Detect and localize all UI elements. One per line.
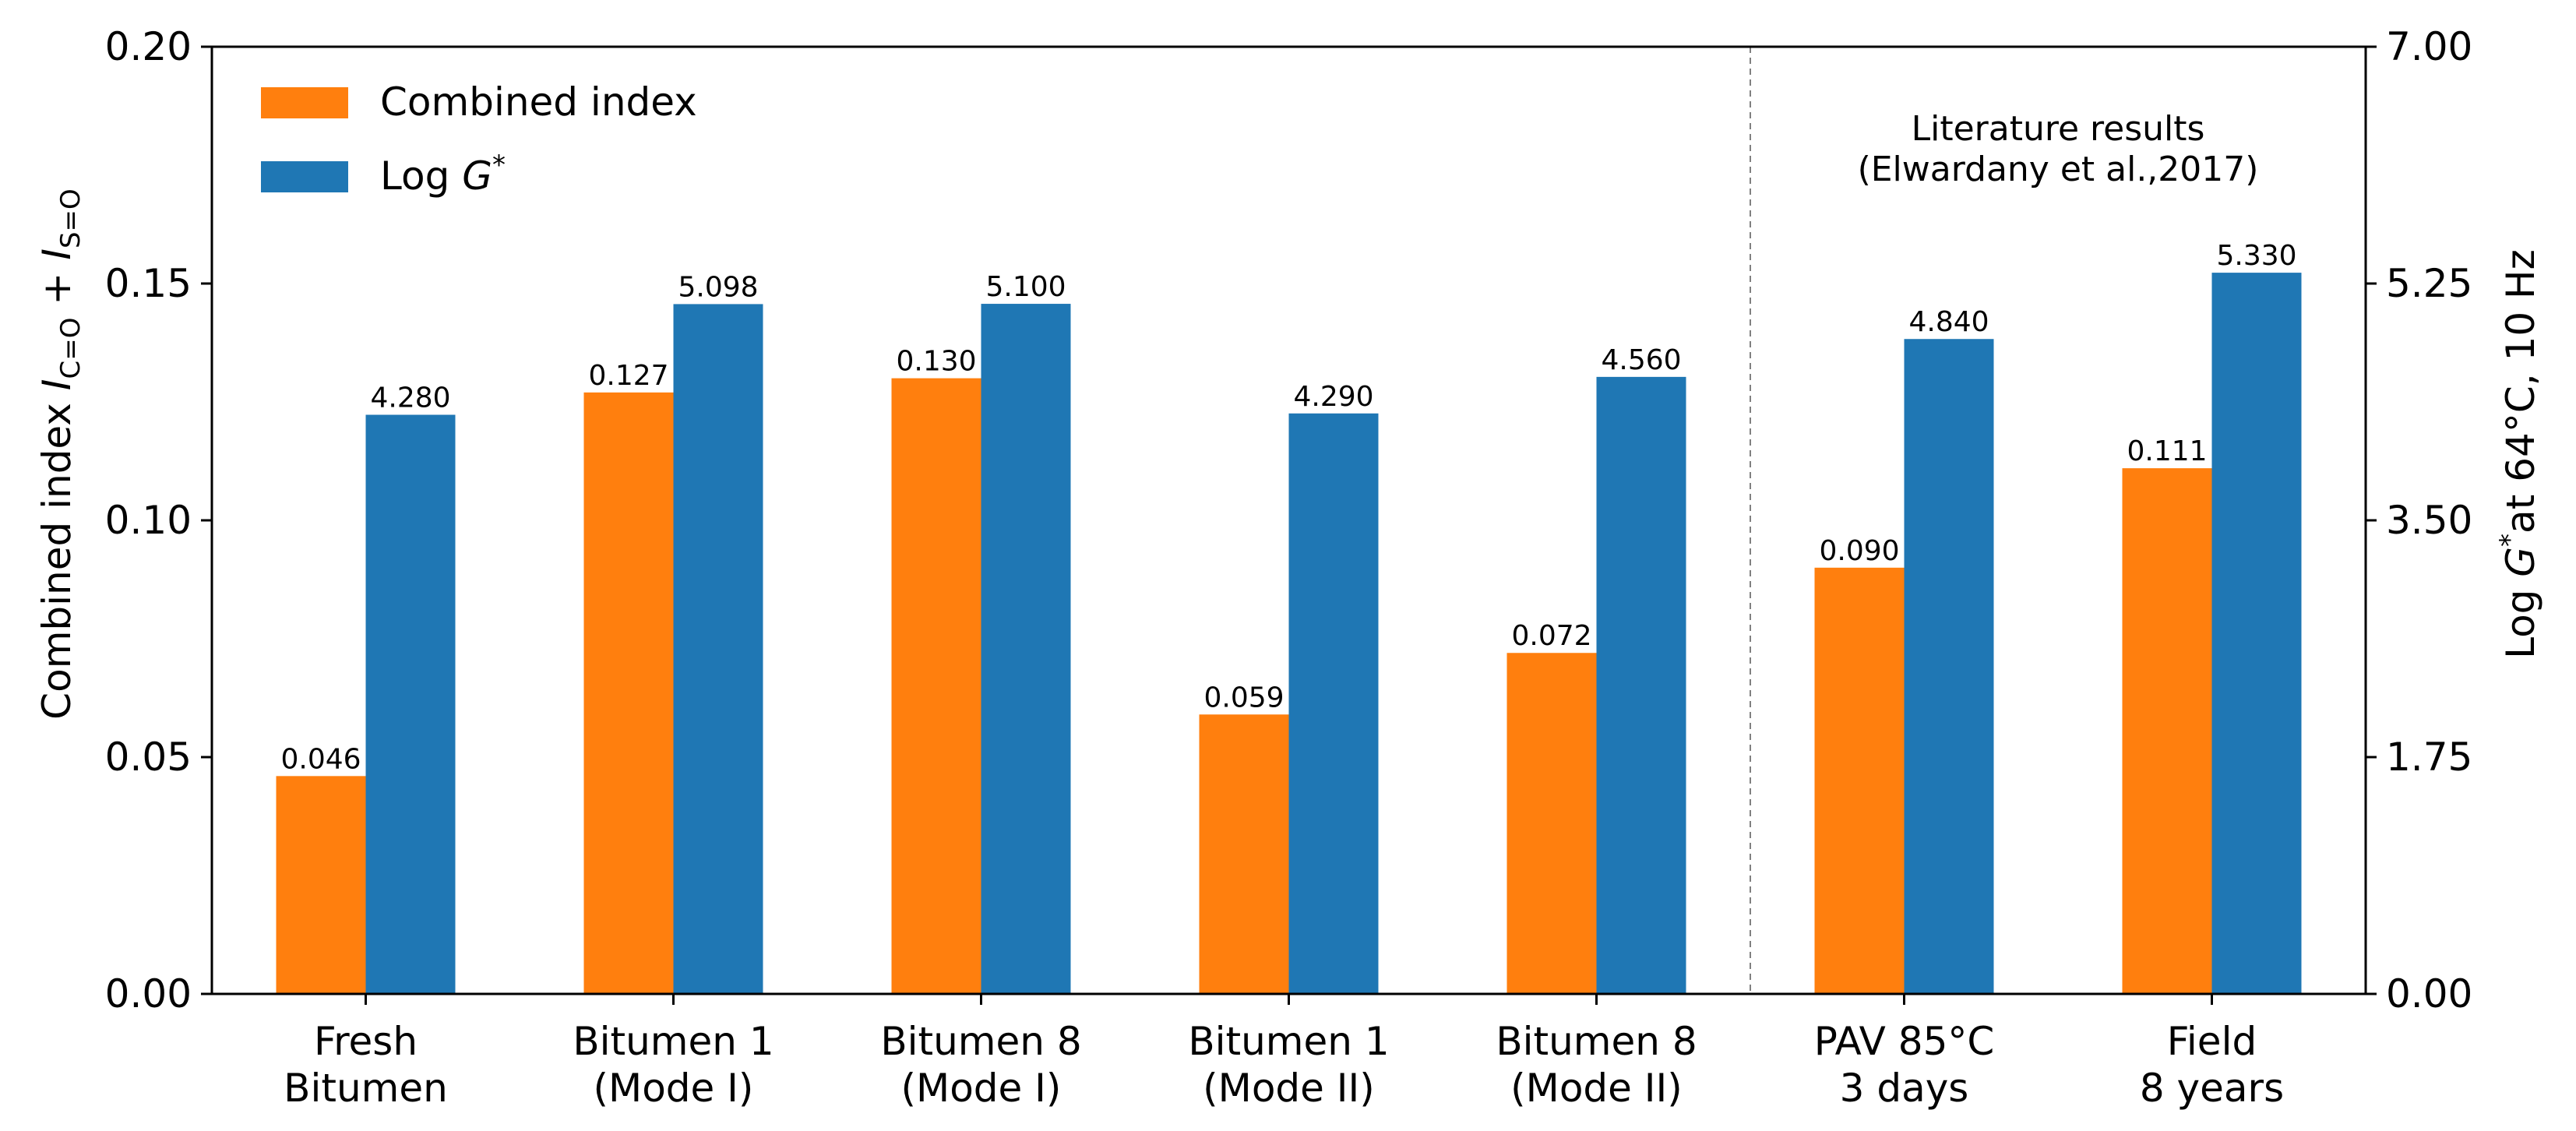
- value-label-log-g: 4.840: [1908, 306, 1989, 338]
- value-label-combined-index: 0.127: [588, 360, 668, 392]
- y-right-tick-label: 0.00: [2386, 971, 2472, 1016]
- annotation-line-1: Literature results: [1912, 109, 2205, 149]
- legend-label-combined-index: Combined index: [380, 79, 697, 125]
- value-label-combined-index: 0.130: [896, 346, 976, 378]
- x-tick-label: 3 days: [1840, 1066, 1969, 1111]
- y-right-label-prefix: Log: [2498, 577, 2543, 659]
- y-left-label-sub1: C=O: [55, 317, 86, 379]
- x-tick-label: Bitumen 1: [573, 1019, 774, 1064]
- bar-combined-index: [1506, 653, 1597, 994]
- value-label-combined-index: 0.090: [1819, 535, 1899, 567]
- y-right-tick-label: 1.75: [2386, 735, 2472, 780]
- x-tick-label: Bitumen 8: [1496, 1019, 1697, 1064]
- y-left-label-sub2: S=O: [55, 188, 86, 248]
- value-label-combined-index: 0.111: [2127, 435, 2207, 467]
- y-left-label-i1: I: [34, 379, 79, 390]
- value-labels-layer: 0.046 4.280 0.127 5.098 0.130 5.100 0.059 4.290…: [280, 240, 2296, 775]
- value-label-combined-index: 0.059: [1203, 682, 1284, 713]
- bar-log-g: [365, 414, 456, 994]
- x-tick-label: Field: [2167, 1019, 2257, 1064]
- x-tick-label: Bitumen: [284, 1066, 448, 1111]
- legend-label-log-g: Log G*: [380, 150, 506, 199]
- y-left-label-i2: I: [34, 248, 79, 260]
- bar-log-g: [2211, 273, 2302, 994]
- x-tick-label: PAV 85°C: [1814, 1019, 1995, 1064]
- value-label-log-g: 5.330: [2216, 240, 2296, 272]
- value-label-combined-index: 0.046: [280, 743, 361, 775]
- value-label-log-g: 5.098: [678, 271, 758, 303]
- bar-log-g: [981, 304, 1071, 994]
- bar-combined-index: [583, 392, 674, 995]
- value-label-log-g: 4.280: [370, 382, 450, 414]
- bar-combined-index: [891, 378, 981, 995]
- bar-combined-index: [1814, 567, 1905, 994]
- bar-combined-index: [1199, 714, 1289, 994]
- y-right-tick-label: 5.25: [2386, 261, 2472, 306]
- x-tick-label: Bitumen 1: [1188, 1019, 1389, 1064]
- y-left-label-prefix: Combined index: [34, 390, 79, 720]
- y-left-tick-label: 0.15: [105, 261, 192, 306]
- y-left-tick-label: 0.00: [105, 971, 192, 1016]
- bar-combined-index: [276, 776, 366, 994]
- legend-label-log-g-symbol: G: [462, 153, 492, 199]
- y-right-label-symbol: G: [2498, 547, 2543, 577]
- bar-combined-index: [2122, 468, 2212, 994]
- value-label-log-g: 4.290: [1293, 381, 1373, 413]
- legend: Combined index Log G*: [261, 79, 697, 199]
- bar-log-g: [673, 304, 763, 995]
- x-tick-label: 8 years: [2140, 1066, 2284, 1111]
- x-tick-label: Fresh: [314, 1019, 418, 1064]
- y-left-tick-label: 0.20: [105, 24, 192, 69]
- y-axis-left-label: Combined index IC=O + IS=O: [34, 188, 86, 720]
- y-right-label-sup: *: [2494, 534, 2525, 547]
- x-tick-label: (Mode II): [1510, 1066, 1683, 1111]
- right-axis-ticks: 0.00 1.75 3.50 5.25 7.00: [2366, 24, 2472, 1016]
- bar-log-g: [1288, 413, 1379, 994]
- legend-swatch-combined-index: [261, 87, 348, 118]
- x-tick-label: (Mode II): [1203, 1066, 1375, 1111]
- value-label-log-g: 4.560: [1601, 344, 1681, 376]
- legend-swatch-log-g: [261, 161, 348, 192]
- value-label-combined-index: 0.072: [1511, 620, 1591, 652]
- x-tick-label: (Mode I): [901, 1066, 1062, 1111]
- y-right-label-suffix: at 64°C, 10 Hz: [2498, 249, 2543, 534]
- legend-label-log-g-prefix: Log: [380, 153, 462, 199]
- y-right-tick-label: 7.00: [2386, 24, 2472, 69]
- bar-log-g: [1596, 376, 1686, 994]
- value-label-log-g: 5.100: [985, 271, 1066, 303]
- y-axis-right-label: Log G*at 64°C, 10 Hz: [2494, 249, 2543, 659]
- legend-label-log-g-sup: *: [492, 150, 506, 181]
- y-left-tick-label: 0.05: [105, 735, 192, 780]
- bar-log-g: [1904, 339, 1994, 994]
- y-right-tick-label: 3.50: [2386, 498, 2472, 543]
- left-axis-ticks: 0.00 0.05 0.10 0.15 0.20: [105, 24, 212, 1016]
- x-tick-label: (Mode I): [594, 1066, 754, 1111]
- y-left-tick-label: 0.10: [105, 498, 192, 543]
- bars-layer: [276, 273, 2302, 995]
- y-left-label-plus: +: [34, 260, 79, 318]
- annotation-line-2: (Elwardany et al.,2017): [1858, 150, 2259, 189]
- x-tick-label: Bitumen 8: [880, 1019, 1081, 1064]
